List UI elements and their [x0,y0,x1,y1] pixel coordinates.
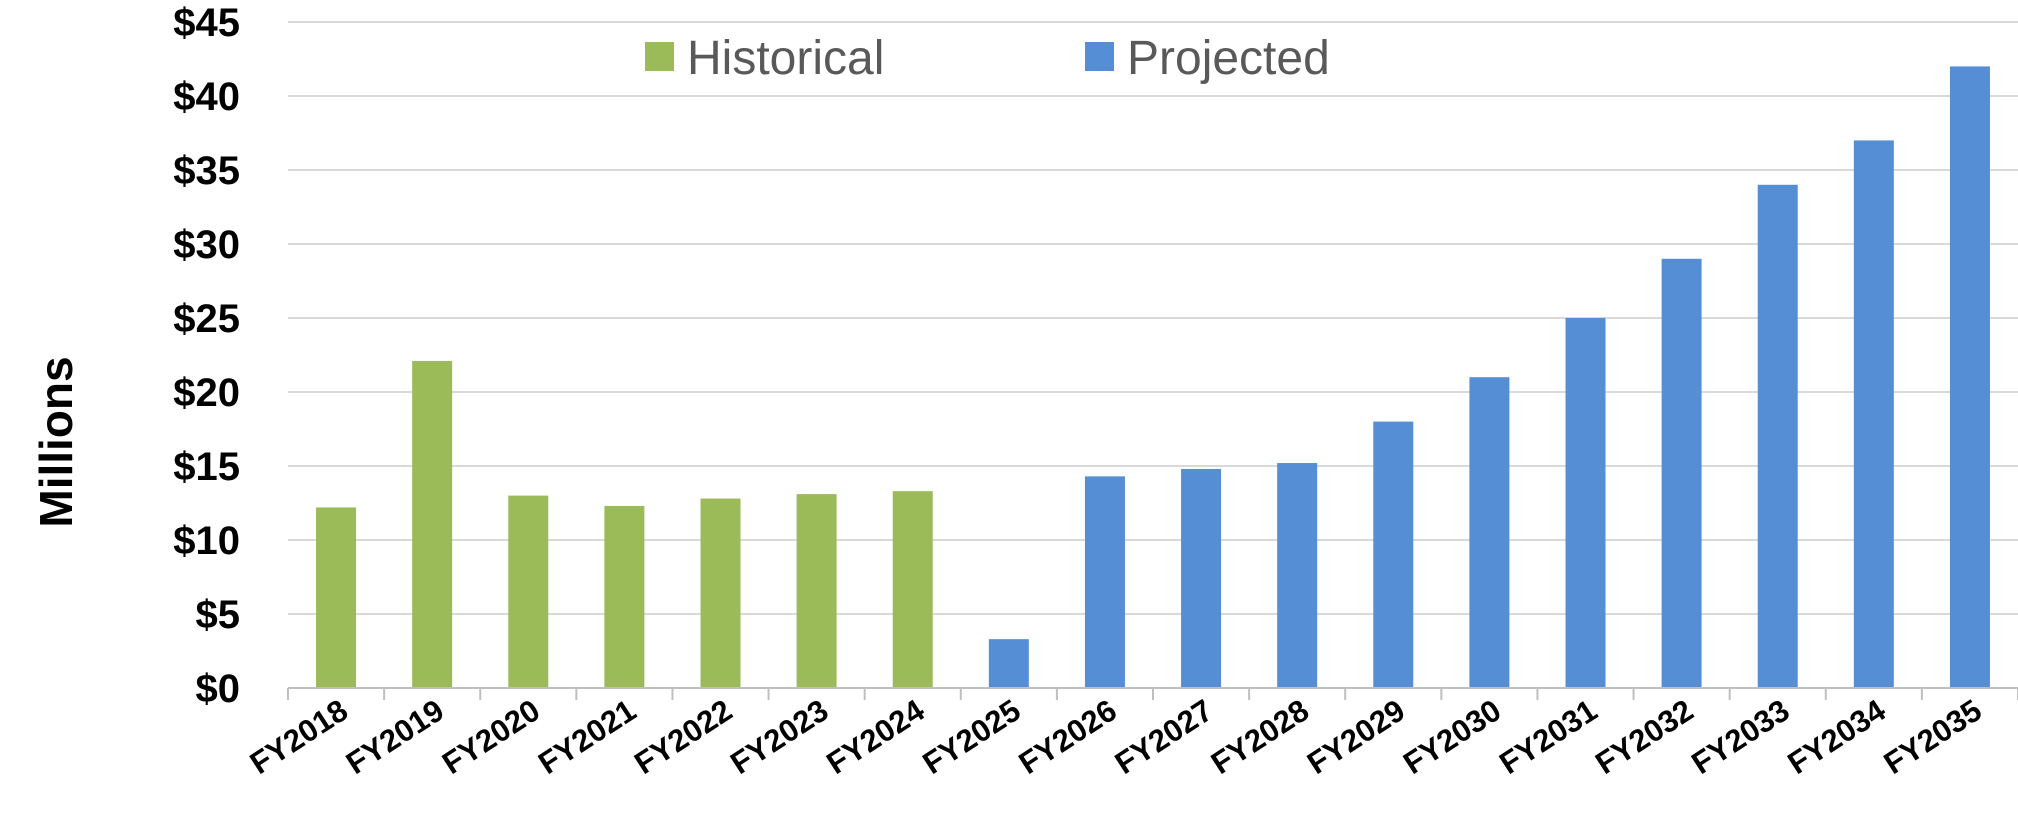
bar-historical-fy2019 [412,360,453,688]
x-tick-label: FY2021 [532,693,642,781]
y-tick-label: $5 [196,593,241,637]
x-tick-label: FY2032 [1589,693,1699,781]
x-tick-label: FY2020 [436,693,546,781]
bar-historical-fy2022 [700,498,741,688]
bar-projected-fy2028 [1277,463,1318,688]
x-tick-label: FY2019 [340,693,450,781]
legend-label-projected: Projected [1127,32,1330,85]
x-tick-label: FY2022 [628,693,738,781]
x-tick-label: FY2024 [820,692,931,781]
y-tick-label: $35 [173,149,240,193]
y-tick-label: $15 [173,445,240,489]
y-tick-label: $10 [173,519,240,563]
x-tick-label: FY2023 [724,693,834,781]
x-axis [287,687,2018,700]
y-tick-label: $20 [173,371,240,415]
bar-historical-fy2018 [316,507,357,688]
bar-projected-fy2029 [1373,421,1414,688]
legend-label-historical: Historical [687,32,884,85]
y-tick-label: $0 [196,667,241,711]
x-tick-label: FY2026 [1013,693,1123,781]
x-tick-label: FY2031 [1493,693,1603,781]
bar-projected-fy2025 [988,639,1029,688]
x-tick-label: FY2035 [1878,693,1988,781]
bar-historical-fy2024 [892,491,933,688]
bar-projected-fy2032 [1661,258,1702,688]
x-tick-label: FY2029 [1301,693,1411,781]
bar-projected-fy2033 [1757,184,1798,689]
bar-historical-fy2023 [796,494,837,688]
y-axis-ticks: $0 $5 $10 $15 $20 $25 $30 $35 $40 $45 [173,1,240,711]
x-tick-label: FY2028 [1205,693,1315,781]
y-tick-label: $45 [173,1,240,45]
bars [316,66,1990,689]
x-tick-label: FY2034 [1782,692,1893,781]
x-tick-label: FY2033 [1685,693,1795,781]
bar-projected-fy2035 [1949,66,1990,688]
x-tick-label: FY2030 [1397,693,1507,781]
bar-projected-fy2027 [1181,468,1222,688]
bar-projected-fy2030 [1469,377,1510,688]
y-axis-title: Millions [30,356,82,527]
x-tick-label: FY2018 [244,693,354,781]
y-tick-label: $25 [173,297,240,341]
x-tick-label: FY2025 [917,693,1027,781]
bar-projected-fy2031 [1565,318,1606,688]
legend-swatch-historical [645,42,674,71]
y-tick-label: $30 [173,223,240,267]
gridlines [288,21,2018,615]
y-tick-label: $40 [173,75,240,119]
x-tick-label: FY2027 [1109,693,1219,781]
x-axis-ticks: FY2018FY2019FY2020FY2021FY2022FY2023FY20… [244,692,1988,781]
legend: Historical Projected [645,32,1330,85]
bar-projected-fy2034 [1853,140,1894,688]
bar-historical-fy2020 [508,495,549,688]
bar-projected-fy2026 [1084,476,1125,688]
bar-historical-fy2021 [604,505,645,688]
legend-swatch-projected [1085,42,1114,71]
